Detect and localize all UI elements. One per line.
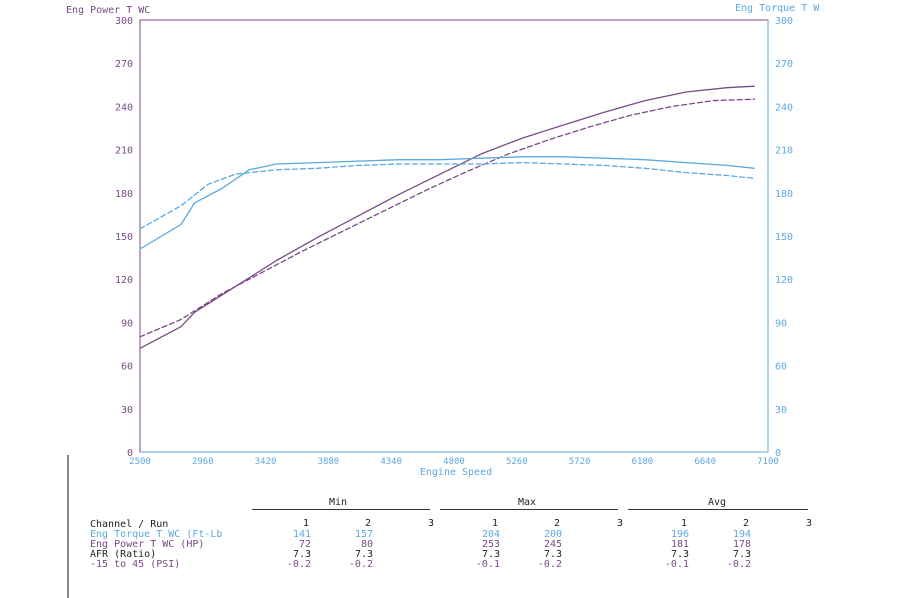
right-tick-label: 180 xyxy=(775,189,793,200)
right-axis-ticks: 0 30 60 90 120 150 180 210 240 270 300 xyxy=(775,16,793,459)
left-tick-label: 210 xyxy=(115,146,133,157)
left-tick-label: 90 xyxy=(121,318,133,329)
left-tick-label: 60 xyxy=(121,362,133,373)
right-tick-label: 30 xyxy=(775,405,787,416)
x-tick-label: 4800 xyxy=(443,457,465,467)
x-tick-label: 7100 xyxy=(757,457,779,467)
left-tick-label: 0 xyxy=(127,448,133,459)
right-tick-label: 210 xyxy=(775,146,793,157)
x-tick-label: 2500 xyxy=(129,457,151,467)
right-tick-label: 120 xyxy=(775,275,793,286)
x-tick-label: 6180 xyxy=(632,457,654,467)
x-axis-title: Engine Speed xyxy=(420,467,492,478)
left-axis-ticks: 0 30 60 90 120 150 180 210 240 270 300 xyxy=(115,16,133,459)
plot-frame xyxy=(139,19,769,453)
x-tick-label: 4340 xyxy=(380,457,402,467)
x-tick-label: 2960 xyxy=(192,457,214,467)
right-tick-label: 0 xyxy=(775,448,781,459)
x-tick-label: 5720 xyxy=(569,457,591,467)
torque-line-dashed xyxy=(139,161,755,230)
x-tick-label: 3420 xyxy=(255,457,277,467)
torque-line-solid xyxy=(139,156,755,250)
x-tick-label: 5260 xyxy=(506,457,528,467)
left-tick-label: 300 xyxy=(115,16,133,27)
left-tick-label: 270 xyxy=(115,59,133,70)
left-tick-label: 150 xyxy=(115,232,133,243)
right-axis-title: Eng Torque T W xyxy=(735,3,820,14)
left-tick-label: 180 xyxy=(115,189,133,200)
x-tick-label: 3880 xyxy=(318,457,340,467)
right-tick-label: 270 xyxy=(775,59,793,70)
left-tick-label: 120 xyxy=(115,275,133,286)
right-tick-label: 240 xyxy=(775,102,793,113)
left-axis-title: Eng Power T WC xyxy=(66,5,150,16)
series-layer xyxy=(139,85,755,349)
right-tick-label: 300 xyxy=(775,16,793,27)
right-tick-label: 60 xyxy=(775,362,787,373)
x-tick-label: 6640 xyxy=(694,457,716,467)
right-tick-label: 90 xyxy=(775,318,787,329)
left-tick-label: 30 xyxy=(121,405,133,416)
x-axis-ticks: 2500 2960 3420 3880 4340 4800 5260 5720 6180 6640… xyxy=(129,457,779,467)
right-tick-label: 150 xyxy=(775,232,793,243)
power-line-dashed xyxy=(139,98,755,338)
power-line-solid xyxy=(139,85,755,349)
left-tick-label: 240 xyxy=(115,102,133,113)
